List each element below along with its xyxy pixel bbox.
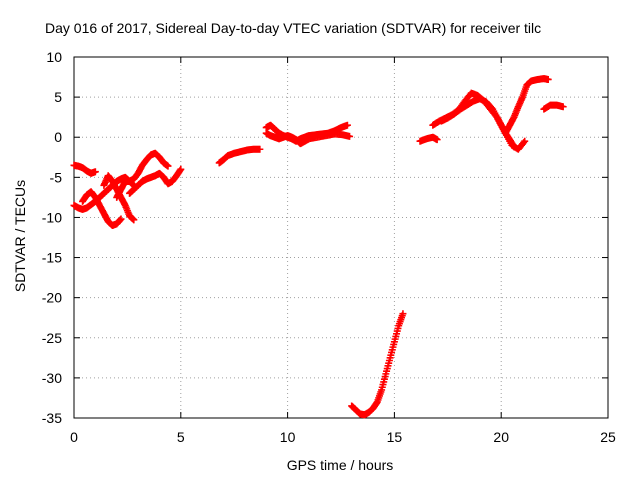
series-arc10 bbox=[348, 310, 407, 419]
data-point bbox=[343, 121, 351, 129]
series-arc1 bbox=[70, 161, 99, 177]
data-point bbox=[521, 137, 529, 145]
x-tick-label: 15 bbox=[387, 429, 403, 445]
data-point bbox=[117, 215, 125, 223]
series-arc6 bbox=[126, 165, 185, 197]
x-tick-label: 25 bbox=[600, 429, 616, 445]
x-tick-label: 20 bbox=[493, 429, 509, 445]
y-tick-label: -15 bbox=[42, 250, 62, 266]
series-arc7 bbox=[215, 145, 264, 167]
series-arc5 bbox=[113, 149, 172, 201]
data-point bbox=[433, 136, 441, 144]
series-arc15 bbox=[540, 101, 567, 113]
x-tick-label: 10 bbox=[280, 429, 296, 445]
axis-ticks: 0 5 10 15 20 25 10 5 0 -5 -10 -15 -20 -25 -30 -35 bbox=[42, 49, 616, 445]
x-tick-label: 5 bbox=[177, 429, 185, 445]
chart-title: Day 016 of 2017, Sidereal Day-to-day VTE… bbox=[45, 20, 542, 36]
data-point bbox=[256, 145, 264, 153]
series-arc11 bbox=[416, 133, 441, 145]
series-arc13 bbox=[437, 95, 529, 153]
y-tick-label: 0 bbox=[54, 129, 62, 145]
y-tick-label: -10 bbox=[42, 209, 62, 225]
data-point bbox=[520, 139, 528, 147]
y-axis-label: SDTVAR / TECUs bbox=[12, 179, 28, 293]
series-arc9 bbox=[262, 129, 354, 148]
y-tick-label: 10 bbox=[46, 49, 62, 65]
data-point bbox=[91, 168, 99, 176]
y-tick-label: -25 bbox=[42, 330, 62, 346]
plot-frame bbox=[73, 56, 609, 419]
data-point bbox=[559, 103, 567, 111]
y-tick-label: -30 bbox=[42, 370, 62, 386]
data-point bbox=[164, 162, 172, 170]
series-arc14 bbox=[501, 75, 552, 137]
data-point bbox=[177, 165, 185, 173]
y-tick-label: -20 bbox=[42, 290, 62, 306]
data-point bbox=[399, 310, 407, 318]
x-tick-label: 0 bbox=[70, 429, 78, 445]
y-tick-label: 5 bbox=[54, 89, 62, 105]
grid-lines bbox=[74, 57, 608, 418]
data-point bbox=[346, 132, 354, 140]
data-point bbox=[130, 216, 138, 224]
y-tick-label: -35 bbox=[42, 410, 62, 426]
data-point bbox=[544, 75, 552, 83]
y-tick-label: -5 bbox=[50, 169, 63, 185]
x-axis-label: GPS time / hours bbox=[286, 457, 394, 473]
data-points bbox=[70, 75, 567, 419]
